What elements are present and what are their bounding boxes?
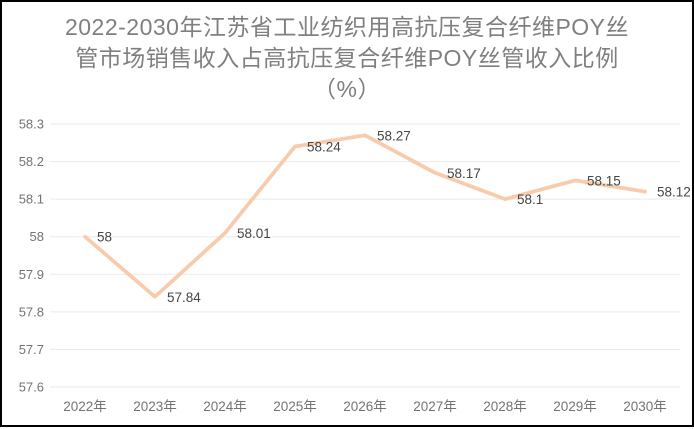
data-label: 58.24 <box>307 140 341 155</box>
y-tick-label: 57.6 <box>19 380 44 395</box>
x-tick-label: 2028年 <box>483 399 527 414</box>
data-label: 58.27 <box>377 128 411 143</box>
chart-title-line-2: 管市场销售收入占高抗压复合纤维POY丝管收入比例 <box>75 45 619 71</box>
y-tick-label: 57.8 <box>19 304 44 319</box>
x-tick-label: 2025年 <box>273 399 317 414</box>
x-tick-label: 2029年 <box>553 399 597 414</box>
y-tick-label: 58 <box>30 229 44 244</box>
x-tick-label: 2023年 <box>133 399 177 414</box>
series-line <box>83 133 647 299</box>
x-tick-label: 2022年 <box>63 399 107 414</box>
y-tick-label: 58.3 <box>19 117 44 132</box>
gridlines <box>50 123 680 388</box>
y-tick-label: 58.1 <box>19 192 44 207</box>
chart-title-line-3: （%） <box>313 76 381 102</box>
y-axis-labels: 58.3 58.2 58.1 58 57.9 57.8 57.7 57.6 <box>19 117 44 395</box>
data-labels: 58 57.84 58.01 58.24 58.27 58.17 58.1 58.15 58.1… <box>97 128 691 305</box>
chart-title: 2022-2030年江苏省工业纺织用高抗压复合纤维POY丝 管市场销售收入占高抗… <box>2 12 692 105</box>
x-axis-labels: 2022年 2023年 2024年 2025年 2026年 2027年 2028年 2029年… <box>63 399 667 414</box>
y-tick-label: 57.7 <box>19 342 44 357</box>
y-tick-label: 58.2 <box>19 154 44 169</box>
y-tick-label: 57.9 <box>19 267 44 282</box>
data-label: 58.12 <box>657 185 691 200</box>
data-label: 58.01 <box>237 226 271 241</box>
data-label: 58.17 <box>447 166 481 181</box>
x-tick-label: 2030年 <box>623 399 667 414</box>
data-label: 57.84 <box>167 290 201 305</box>
x-tick-label: 2026年 <box>343 399 387 414</box>
chart-title-line-1: 2022-2030年江苏省工业纺织用高抗压复合纤维POY丝 <box>64 14 630 40</box>
x-tick-label: 2027年 <box>413 399 457 414</box>
data-label: 58.15 <box>587 173 621 188</box>
data-label: 58 <box>97 230 112 245</box>
x-tick-label: 2024年 <box>203 399 247 414</box>
data-label: 58.1 <box>517 192 543 207</box>
